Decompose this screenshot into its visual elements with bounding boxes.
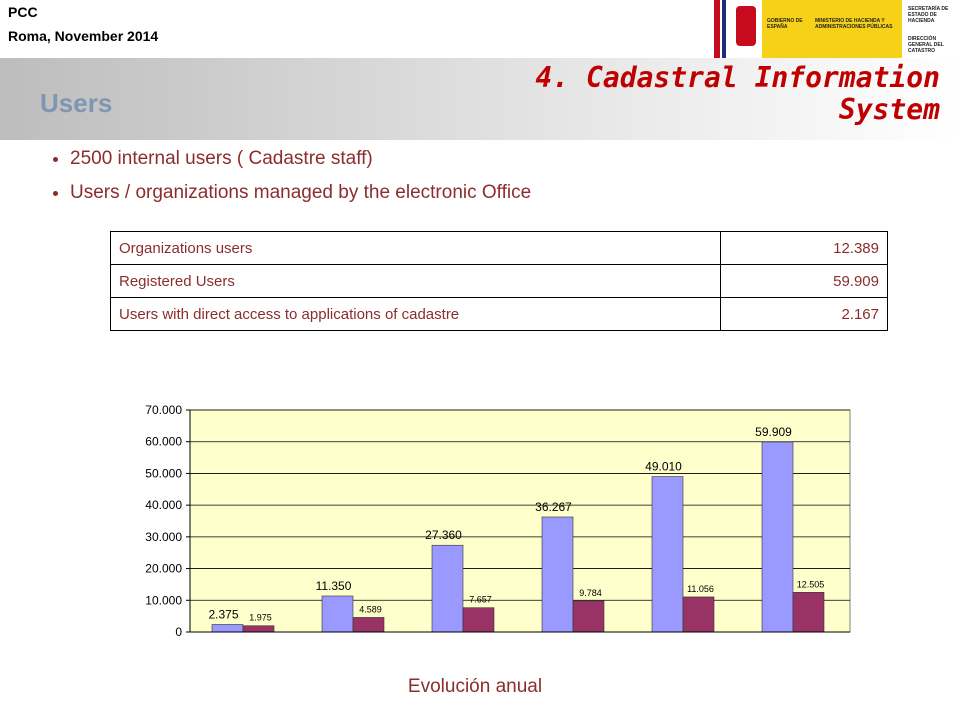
value-label: 27.360 bbox=[425, 528, 462, 542]
y-tick-label: 30.000 bbox=[145, 530, 182, 544]
bar bbox=[462, 607, 495, 633]
bar bbox=[352, 617, 385, 633]
row: Organizations users 12.389 bbox=[110, 231, 888, 265]
logo-text: MINISTERIO DE HACIENDA Y ADMINISTRACIONE… bbox=[815, 18, 893, 30]
bar bbox=[572, 600, 605, 633]
place-date: Roma, November 2014 bbox=[8, 28, 159, 44]
row: Registered Users 59.909 bbox=[110, 264, 888, 298]
plot-area bbox=[189, 409, 851, 633]
cell: Registered Users bbox=[110, 264, 721, 298]
bullet-list: 2500 internal users ( Cadastre staff) Us… bbox=[30, 148, 531, 216]
y-tick-label: 60.000 bbox=[145, 435, 182, 449]
value-label: 4.589 bbox=[359, 604, 382, 614]
y-tick-label: 40.000 bbox=[145, 498, 182, 512]
bar bbox=[211, 624, 244, 633]
value-label: 12.505 bbox=[797, 579, 825, 589]
value-label: 11.350 bbox=[316, 579, 352, 593]
cell: 12.389 bbox=[720, 231, 888, 265]
value-label: 2.375 bbox=[208, 607, 238, 621]
bar bbox=[431, 544, 464, 633]
bullet: Users / organizations managed by the ele… bbox=[70, 182, 531, 204]
value-label: 36.267 bbox=[535, 500, 572, 514]
row: Users with direct access to applications… bbox=[110, 297, 888, 331]
value-label: 59.909 bbox=[755, 425, 792, 439]
bar bbox=[321, 595, 354, 633]
title-band bbox=[0, 58, 960, 140]
value-label: 49.010 bbox=[645, 460, 682, 474]
logo-text: SECRETARÍA DE ESTADO DE HACIENDA bbox=[908, 6, 949, 24]
logo: GOBIERNO DE ESPAÑA MINISTERIO DE HACIEND… bbox=[712, 0, 960, 58]
y-tick-label: 70.000 bbox=[145, 403, 182, 417]
bar bbox=[651, 476, 684, 633]
value-label: 11.056 bbox=[687, 584, 714, 594]
bar bbox=[541, 516, 574, 633]
bar bbox=[682, 596, 715, 633]
slide-title: Users bbox=[40, 88, 113, 118]
logo-text: DIRECCIÓN GENERAL DEL CATASTRO bbox=[908, 36, 944, 54]
bar bbox=[792, 592, 825, 633]
y-tick-label: 10.000 bbox=[145, 593, 182, 607]
caption: Evolución anual bbox=[407, 676, 543, 697]
y-tick-label: 0 bbox=[175, 625, 182, 639]
cell: Organizations users bbox=[110, 231, 721, 265]
value-label: 1.975 bbox=[249, 613, 272, 623]
cell: 2.167 bbox=[720, 297, 888, 331]
logo-text: GOBIERNO DE ESPAÑA bbox=[767, 18, 803, 30]
bar bbox=[242, 625, 275, 633]
y-tick-label: 20.000 bbox=[145, 562, 182, 576]
section-title: 4. Cadastral Information System bbox=[535, 61, 940, 126]
value-label: 9.784 bbox=[579, 588, 602, 598]
event: PCC bbox=[8, 4, 38, 20]
value-label: 7.657 bbox=[469, 595, 492, 605]
bar bbox=[761, 441, 794, 633]
bullet: 2500 internal users ( Cadastre staff) bbox=[70, 148, 531, 170]
y-tick-label: 50.000 bbox=[145, 466, 182, 480]
cell: Users with direct access to applications… bbox=[110, 297, 721, 331]
users-table: Organizations users 12.389 Registered Use… bbox=[110, 231, 888, 331]
cell: 59.909 bbox=[720, 264, 888, 298]
